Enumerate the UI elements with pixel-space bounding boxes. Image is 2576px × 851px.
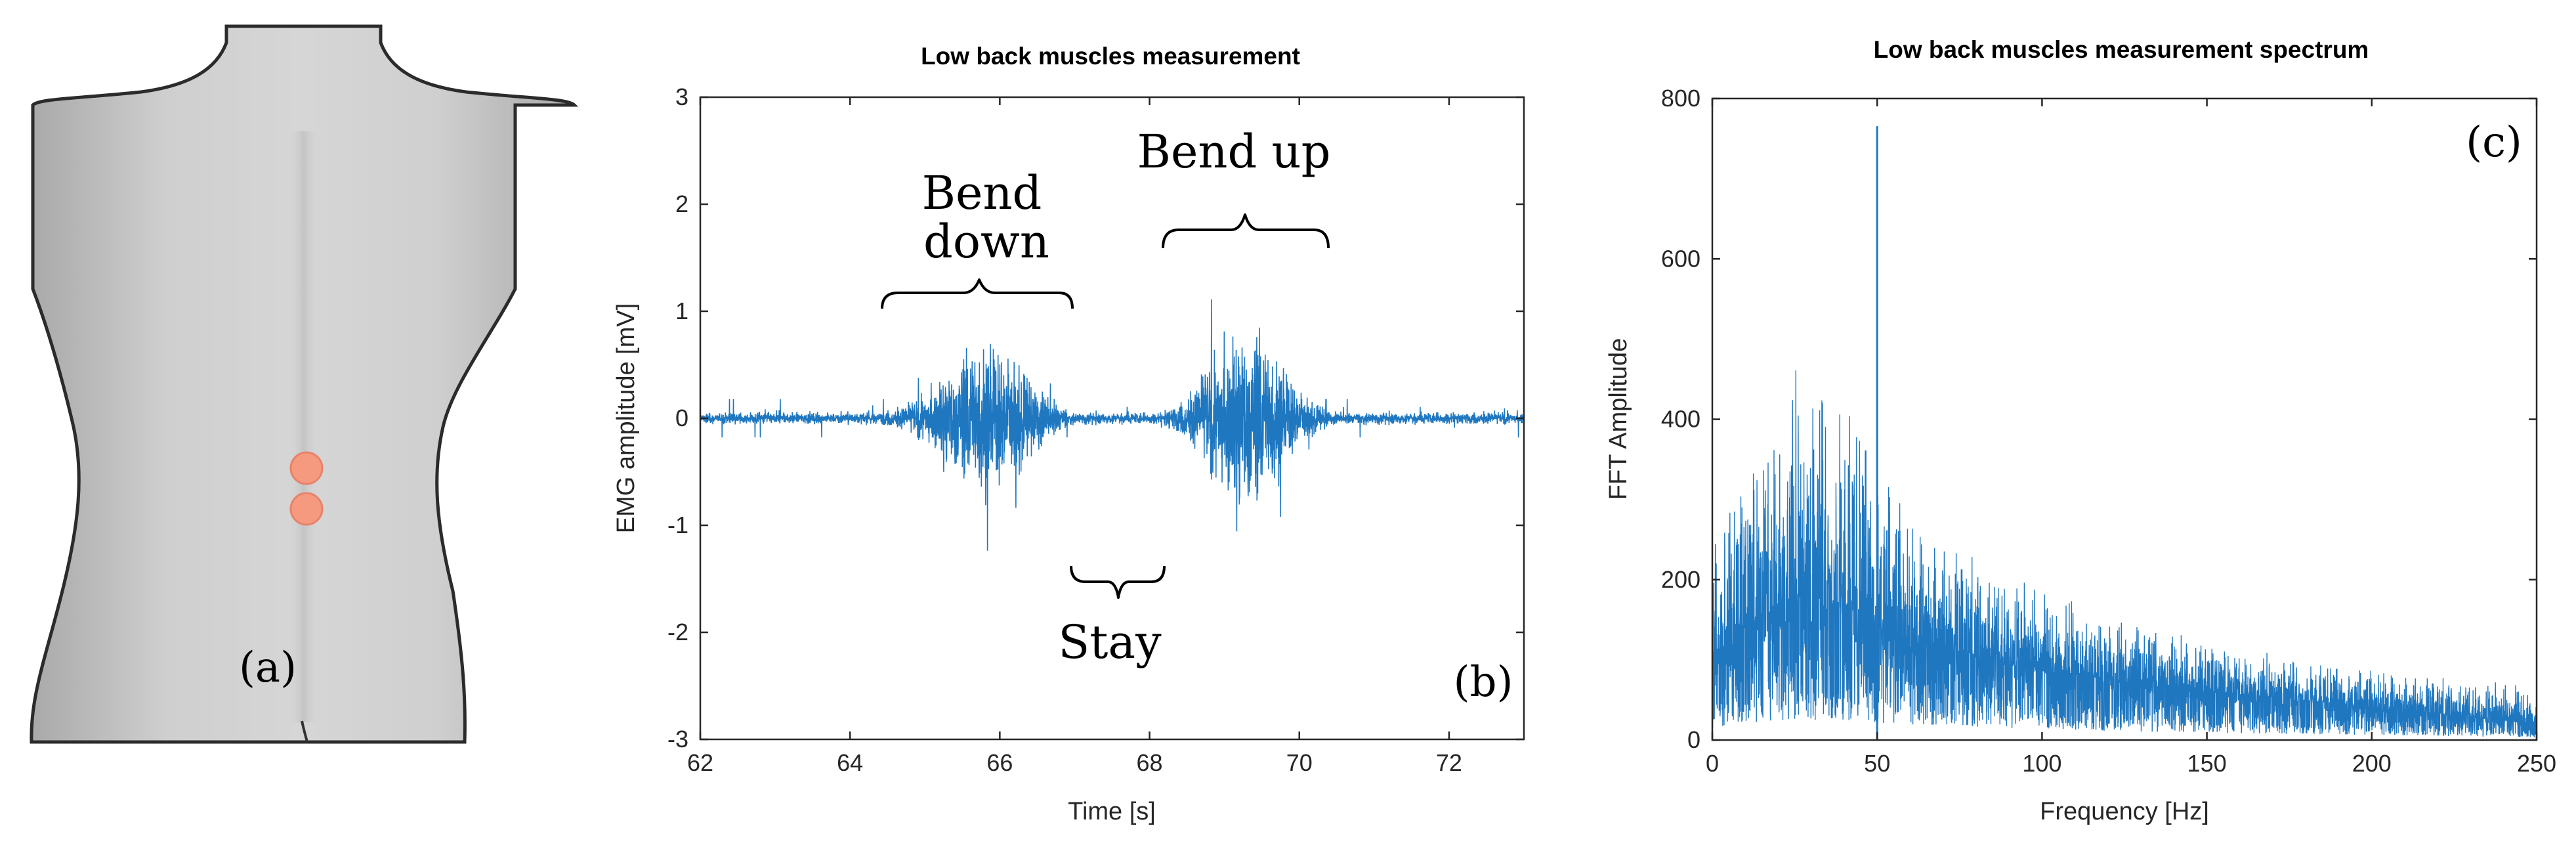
emg-y-tick-label: -3 (667, 726, 688, 753)
annotation-bend-down: Bend down (881, 166, 1074, 309)
emg-y-tick-label: 3 (675, 83, 688, 110)
fft-x-tick-label: 0 (1706, 750, 1719, 777)
fft-series-line (1712, 126, 2537, 737)
emg-axis-ticks: 62 64 66 68 70 72 -3 -2 -1 0 1 2 3 (667, 83, 1524, 776)
panel-c-label: (c) (2466, 118, 2522, 167)
panel-a-label: (a) (239, 644, 297, 692)
fft-chart: Low back muscles measurement spectrum 0 5… (1605, 36, 2556, 825)
emg-y-tick-label: 1 (675, 297, 688, 324)
fft-axes-box (1711, 97, 2538, 741)
panel-b-label: (b) (1454, 658, 1513, 707)
fft-y-tick-label: 200 (1661, 566, 1700, 593)
fft-x-tick-label: 50 (1864, 750, 1890, 777)
fft-y-tick-label: 800 (1661, 85, 1700, 112)
annotation-bend-down-line1: Bend (922, 166, 1042, 220)
emg-x-tick-label: 72 (1436, 749, 1462, 776)
emg-x-tick-label: 66 (986, 749, 1013, 776)
spine-shadow (289, 131, 318, 722)
fft-x-tick-label: 250 (2517, 750, 2556, 777)
back-illustration: (a) (30, 24, 579, 744)
emg-y-axis-label: EMG amplitude [mV] (612, 303, 640, 534)
brace-stay (1070, 565, 1166, 599)
emg-x-tick-label: 68 (1137, 749, 1163, 776)
emg-y-tick-label: -1 (667, 512, 688, 538)
brace-bend-down (881, 278, 1074, 309)
fft-x-axis-label: Frequency [Hz] (2040, 798, 2209, 825)
fft-chart-title: Low back muscles measurement spectrum (1874, 36, 2369, 63)
buttock-cleft (301, 720, 308, 743)
emg-series-line (700, 299, 1525, 551)
emg-y-tick-label: 0 (675, 404, 688, 431)
fft-y-tick-label: 400 (1661, 406, 1700, 433)
emg-x-tick-label: 62 (687, 749, 713, 776)
emg-axes-box (699, 96, 1525, 741)
fft-plot-area (1712, 126, 2537, 740)
electrode-upper (289, 451, 324, 485)
fft-y-tick-label: 0 (1687, 726, 1700, 753)
emg-x-axis-label: Time [s] (1068, 798, 1156, 825)
annotation-stay: Stay (1058, 565, 1166, 669)
emg-x-tick-label: 70 (1286, 749, 1313, 776)
emg-x-tick-label: 64 (837, 749, 863, 776)
brace-bend-up (1162, 213, 1330, 249)
emg-y-tick-label: 2 (675, 190, 688, 217)
annotation-bend-up-text: Bend up (1137, 125, 1331, 179)
fft-x-tick-label: 150 (2187, 750, 2227, 777)
emg-plot-area (700, 299, 1525, 551)
annotation-bend-up: Bend up (1137, 125, 1331, 249)
emg-chart: Low back muscles measurement 62 64 66 68 70 7… (612, 43, 1525, 825)
fft-x-tick-label: 100 (2022, 750, 2061, 777)
annotation-stay-text: Stay (1058, 615, 1162, 669)
fft-x-tick-label: 200 (2352, 750, 2392, 777)
annotation-bend-down-line2: down (923, 215, 1049, 269)
electrode-lower (289, 492, 324, 526)
emg-chart-title: Low back muscles measurement (921, 43, 1300, 70)
fft-axis-ticks: 0 50 100 150 200 250 0 200 400 600 800 (1661, 85, 2556, 777)
fft-y-axis-label: FFT Amplitude (1605, 338, 1632, 500)
fft-y-tick-label: 600 (1661, 245, 1700, 272)
emg-y-tick-label: -2 (667, 619, 688, 645)
